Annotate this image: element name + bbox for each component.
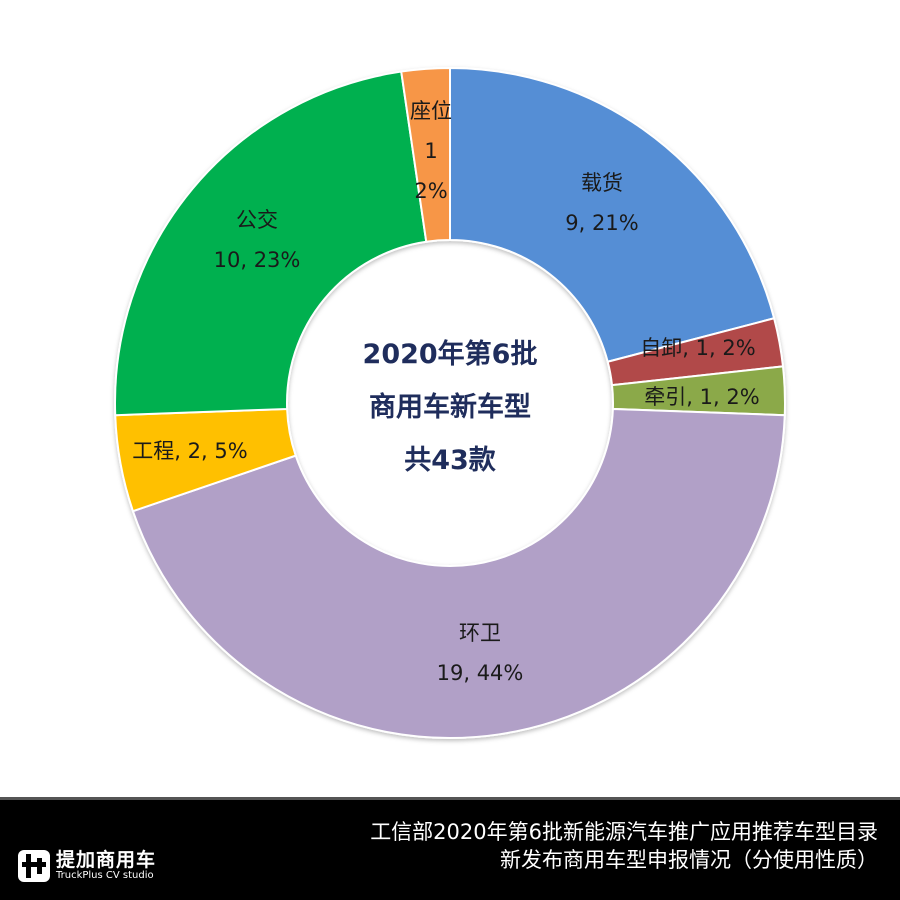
data-label: 9, 21% — [565, 211, 638, 235]
center-label-line1: 2020年第6批 — [363, 338, 538, 370]
slice-公交 — [114, 70, 428, 417]
truckplus-logo-icon — [18, 850, 50, 882]
logo-english-name: TruckPlus CV studio — [56, 870, 154, 881]
data-label: 工程, 2, 5% — [132, 439, 247, 463]
center-label-line3: 共43款 — [404, 445, 497, 476]
footer-banner: 提加商用车 TruckPlus CV studio 工信部2020年第6批新能源… — [0, 797, 900, 900]
chart-title: 工信部2020年第6批新能源汽车推广应用推荐车型目录 新发布商用车型申报情况（分… — [370, 818, 878, 874]
data-label: 载货 — [581, 171, 623, 195]
data-label: 座位 — [410, 99, 452, 123]
data-label: 公交 — [236, 208, 278, 232]
data-label: 10, 23% — [214, 248, 301, 272]
slice-载货 — [449, 66, 776, 363]
logo-chinese-name: 提加商用车 — [56, 849, 157, 871]
data-label: 2% — [414, 179, 447, 203]
center-label-line2: 商用车新车型 — [369, 391, 531, 423]
data-label: 环卫 — [459, 621, 501, 645]
data-label: 1 — [424, 139, 437, 163]
brand-logo: 提加商用车 TruckPlus CV studio — [18, 850, 156, 882]
donut-chart: 载货 9, 21% 自卸, 1, 2% 牵引, 1, 2% 环卫 19, 44% 工程, 2… — [114, 66, 786, 739]
data-label: 牵引, 1, 2% — [644, 385, 759, 409]
title-line-1: 工信部2020年第6批新能源汽车推广应用推荐车型目录 — [370, 820, 878, 844]
title-line-2: 新发布商用车型申报情况（分使用性质） — [500, 848, 878, 872]
slice-环卫 — [131, 407, 786, 739]
slice-座位 — [400, 66, 451, 243]
data-label: 自卸, 1, 2% — [640, 336, 755, 360]
data-label: 19, 44% — [437, 661, 524, 685]
